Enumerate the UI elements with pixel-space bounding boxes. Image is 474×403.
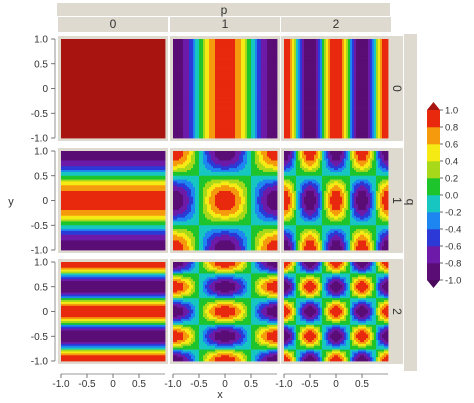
panel-p0-q0 — [58, 36, 168, 141]
row-strip-label-1: 1 — [390, 197, 404, 204]
col-strip-label-1: 1 — [222, 17, 229, 31]
col-facet-label: p — [221, 3, 228, 17]
contour-cell — [163, 136, 165, 138]
row-strip-label-2: 2 — [390, 308, 404, 315]
panel-p1-q0 — [170, 36, 280, 141]
col-strip-label-0: 0 — [110, 17, 117, 31]
col-strip-label-2: 2 — [333, 17, 340, 31]
row-strip-label-0: 0 — [390, 85, 404, 92]
